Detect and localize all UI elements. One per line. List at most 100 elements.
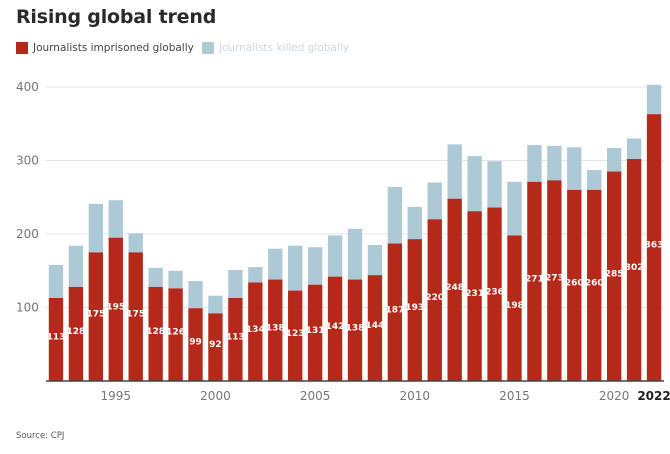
bar-imprisoned bbox=[88, 252, 104, 381]
bar-imprisoned bbox=[228, 297, 243, 381]
data-label-imprisoned: 260 bbox=[565, 278, 584, 288]
bar-imprisoned bbox=[587, 189, 602, 381]
data-label-imprisoned: 144 bbox=[366, 321, 385, 331]
bar-killed bbox=[108, 200, 123, 238]
y-tick-label: 300 bbox=[16, 154, 39, 168]
bar-imprisoned bbox=[447, 198, 462, 381]
data-label-imprisoned: 128 bbox=[146, 327, 165, 337]
data-label-imprisoned: 248 bbox=[445, 283, 464, 293]
data-label-imprisoned: 99 bbox=[189, 338, 202, 348]
bar-killed bbox=[228, 270, 243, 298]
data-label-imprisoned: 236 bbox=[485, 287, 504, 297]
bar-imprisoned bbox=[48, 297, 64, 381]
bar-killed bbox=[626, 138, 642, 160]
bar-killed bbox=[327, 235, 343, 277]
data-label-imprisoned: 123 bbox=[286, 329, 305, 339]
data-label-imprisoned: 134 bbox=[246, 325, 265, 335]
data-label-imprisoned: 92 bbox=[209, 340, 222, 350]
bar-killed bbox=[268, 248, 283, 280]
data-label-imprisoned: 142 bbox=[326, 322, 345, 332]
bar-imprisoned bbox=[646, 114, 662, 381]
bar-killed bbox=[447, 144, 462, 199]
data-label-imprisoned: 285 bbox=[605, 269, 624, 279]
bar-killed bbox=[427, 182, 442, 220]
bar-imprisoned bbox=[327, 276, 343, 381]
source-note: Source: CPJ bbox=[16, 431, 65, 441]
data-label-imprisoned: 175 bbox=[126, 310, 145, 320]
data-label-imprisoned: 113 bbox=[226, 332, 245, 342]
bar-killed bbox=[347, 228, 363, 280]
data-label-imprisoned: 273 bbox=[545, 274, 564, 284]
bar-killed bbox=[606, 148, 622, 172]
bar-imprisoned bbox=[367, 275, 383, 381]
data-label-imprisoned: 195 bbox=[106, 302, 125, 312]
bar-imprisoned bbox=[567, 189, 582, 381]
bar-imprisoned bbox=[68, 286, 84, 381]
x-tick-label: 2005 bbox=[300, 389, 331, 403]
bar-imprisoned bbox=[507, 235, 522, 381]
data-label-imprisoned: 126 bbox=[166, 328, 185, 338]
bar-killed bbox=[527, 145, 542, 182]
bar-killed bbox=[547, 145, 562, 181]
bar-killed bbox=[387, 186, 403, 244]
y-tick-label: 400 bbox=[16, 80, 39, 94]
bar-killed bbox=[188, 281, 203, 309]
bar-imprisoned bbox=[547, 180, 562, 381]
bar-imprisoned bbox=[128, 252, 143, 381]
legend-swatch-imprisoned bbox=[16, 42, 28, 54]
data-label-imprisoned: 128 bbox=[67, 327, 86, 337]
bar-killed bbox=[367, 245, 383, 276]
bar-imprisoned bbox=[407, 239, 422, 381]
bar-imprisoned bbox=[248, 282, 263, 381]
legend: Journalists imprisoned globally Journali… bbox=[16, 41, 357, 55]
bar-imprisoned bbox=[268, 279, 283, 381]
bar-killed bbox=[68, 245, 84, 287]
y-tick-label: 100 bbox=[16, 301, 39, 315]
bar-killed bbox=[208, 295, 223, 314]
bar-killed bbox=[248, 267, 263, 283]
bar-imprisoned bbox=[168, 288, 183, 381]
data-label-imprisoned: 302 bbox=[625, 263, 644, 273]
legend-label-imprisoned: Journalists imprisoned globally bbox=[33, 42, 194, 54]
bar-killed bbox=[88, 203, 104, 253]
data-label-imprisoned: 193 bbox=[405, 303, 424, 313]
data-label-imprisoned: 138 bbox=[266, 323, 285, 333]
data-label-imprisoned: 175 bbox=[86, 310, 105, 320]
bar-killed bbox=[507, 181, 522, 236]
data-label-imprisoned: 220 bbox=[425, 293, 444, 303]
x-tick-label: 2010 bbox=[400, 389, 431, 403]
bar-killed bbox=[487, 161, 502, 208]
data-label-imprisoned: 131 bbox=[306, 326, 325, 336]
bar-killed bbox=[467, 156, 482, 212]
bar-imprisoned bbox=[108, 237, 123, 381]
bar-imprisoned bbox=[487, 207, 502, 381]
legend-swatch-killed bbox=[201, 42, 214, 54]
bar-imprisoned bbox=[188, 308, 203, 381]
bar-killed bbox=[148, 267, 163, 287]
bar-imprisoned bbox=[208, 313, 223, 381]
x-tick-label: 2015 bbox=[499, 389, 530, 403]
bar-imprisoned bbox=[307, 284, 323, 381]
bar-imprisoned bbox=[387, 243, 403, 381]
bar-imprisoned bbox=[148, 286, 163, 381]
x-tick-label: 2000 bbox=[200, 389, 231, 403]
x-tick-label: 1995 bbox=[101, 389, 132, 403]
x-tick-label: 2020 bbox=[599, 389, 630, 403]
bar-imprisoned bbox=[527, 181, 542, 381]
chart-title: Rising global trend bbox=[16, 6, 217, 28]
bar-killed bbox=[288, 245, 303, 291]
data-label-imprisoned: 363 bbox=[645, 241, 664, 251]
bar-killed bbox=[168, 270, 183, 289]
legend-label-killed: Journalists killed globally bbox=[218, 42, 349, 54]
bar-killed bbox=[567, 147, 582, 190]
data-label-imprisoned: 260 bbox=[585, 278, 604, 288]
bar-killed bbox=[587, 170, 602, 190]
bar-imprisoned bbox=[467, 211, 482, 381]
bar-killed bbox=[48, 264, 64, 298]
bar-killed bbox=[646, 84, 662, 115]
data-label-imprisoned: 138 bbox=[346, 323, 365, 333]
bar-imprisoned bbox=[606, 171, 622, 381]
bar-killed bbox=[307, 247, 323, 285]
data-label-imprisoned: 198 bbox=[505, 301, 524, 311]
